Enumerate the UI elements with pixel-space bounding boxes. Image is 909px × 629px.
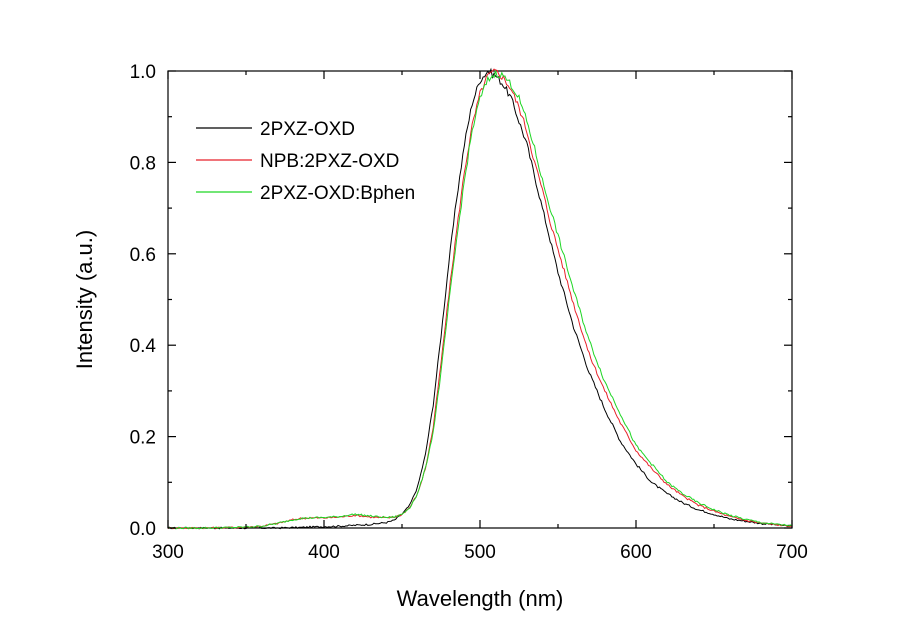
y-axis-label: Intensity (a.u.) [72, 230, 97, 369]
series-line-3 [167, 70, 793, 530]
series-layer [167, 67, 793, 530]
legend: 2PXZ-OXD NPB:2PXZ-OXD 2PXZ-OXD:Bphen [196, 119, 415, 204]
x-tick-label: 500 [464, 542, 496, 563]
legend-label: 2PXZ-OXD:Bphen [260, 183, 415, 204]
x-tick-label: 700 [776, 542, 808, 563]
y-tick-label: 0.4 [130, 336, 157, 357]
legend-label: NPB:2PXZ-OXD [260, 151, 399, 172]
y-tick-label: 0.6 [130, 245, 156, 266]
y-tick-label: 0.0 [130, 519, 156, 540]
y-tick-label: 0.2 [130, 428, 156, 449]
legend-label: 2PXZ-OXD [260, 119, 355, 140]
y-tick-label: 1.0 [130, 62, 156, 83]
series-line-1 [167, 67, 793, 530]
y-tick-label: 0.8 [130, 153, 156, 174]
x-tick-label: 300 [152, 542, 184, 563]
x-axis-label: Wavelength (nm) [397, 586, 564, 611]
ticks-layer: 300 400 500 600 700 0.0 0.2 0.4 0.6 0.8 1.0 [130, 62, 808, 563]
x-tick-label: 600 [620, 542, 652, 563]
x-tick-label: 400 [308, 542, 340, 563]
